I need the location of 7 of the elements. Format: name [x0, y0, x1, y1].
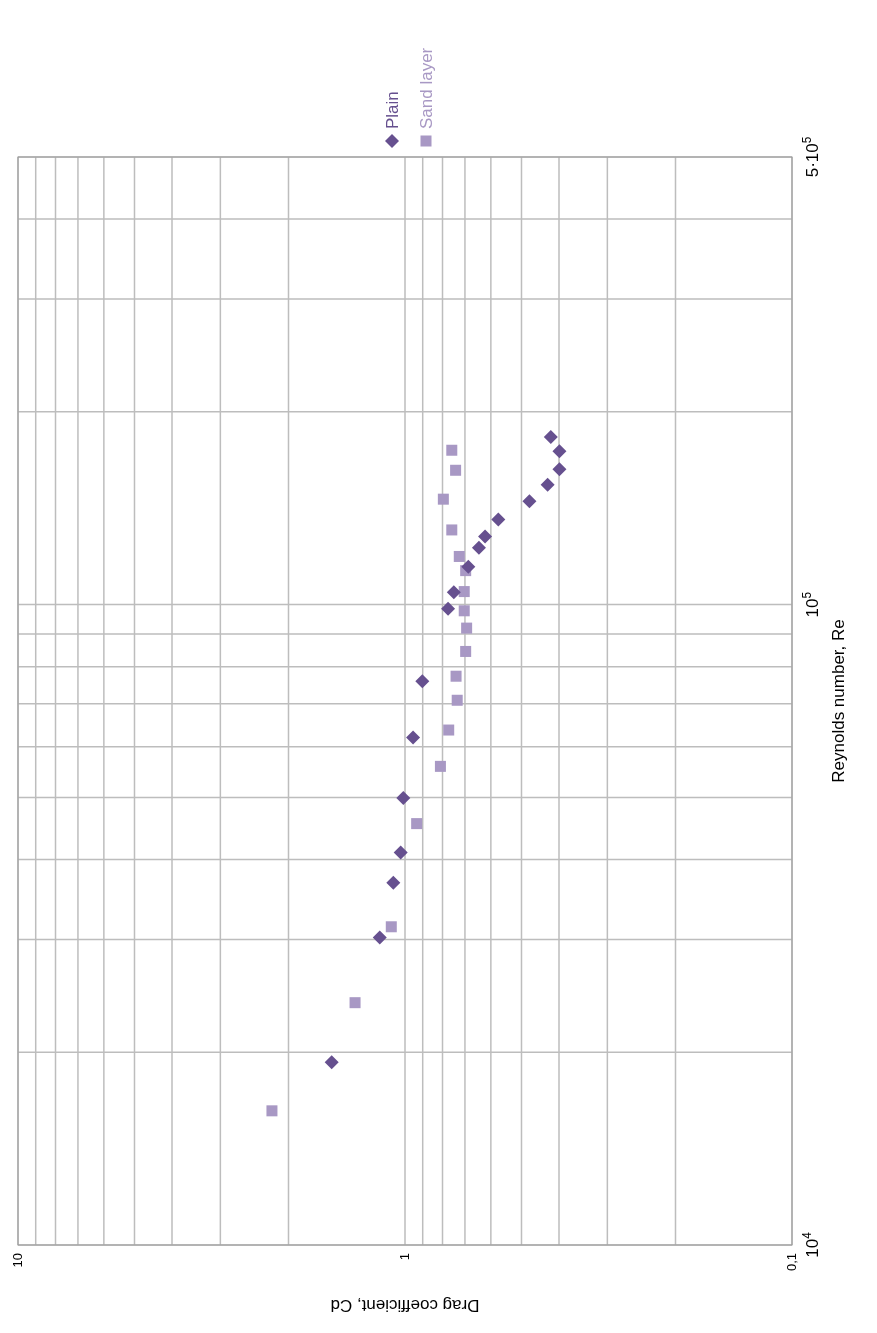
x-axis-title: Drag coefficient, Cd — [330, 1296, 480, 1315]
x-tick-label: 10 — [10, 1253, 25, 1268]
y-axis-title: Reynolds number, Re — [829, 619, 848, 783]
x-tick-label: 1 — [397, 1253, 412, 1261]
text: Sand layer — [417, 47, 436, 129]
text: Plain — [383, 91, 402, 129]
x-tick-label: 0,1 — [784, 1253, 799, 1272]
